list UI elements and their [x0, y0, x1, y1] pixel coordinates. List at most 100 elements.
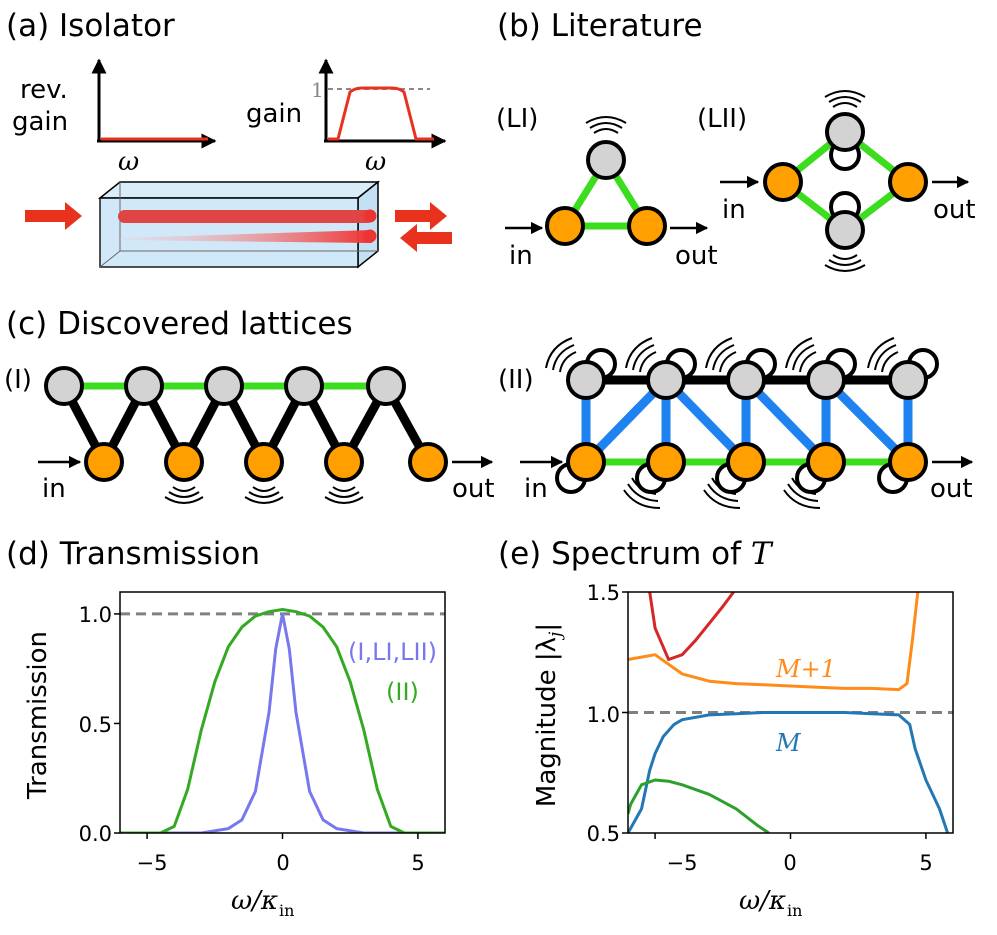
series-line-1	[120, 608, 445, 833]
chart-d-xlabel: ω/κ	[231, 886, 278, 916]
reverse-beam	[120, 230, 372, 243]
y-tick-label: 0.5	[79, 713, 112, 737]
series-line-3	[628, 778, 770, 833]
grey-node	[284, 366, 324, 406]
isolator-box	[97, 180, 381, 269]
orange-node	[324, 442, 364, 482]
chart-d-ylabel: Transmission	[23, 631, 53, 800]
chart-e-xlabel-sub: in	[787, 901, 802, 920]
orange-node	[84, 442, 124, 482]
dissipation-icon	[585, 116, 627, 134]
grey-node	[825, 210, 865, 250]
legend-II: (II)	[386, 678, 419, 706]
panel-b-title: (b) Literature	[497, 8, 703, 44]
chart-e-xlabel: ω/κ	[739, 886, 786, 916]
label-I: (I)	[4, 365, 32, 395]
label-II: (II)	[498, 365, 534, 395]
panel-c: (c) Discovered lattices (I) (II) in	[4, 306, 974, 509]
orange-node	[646, 442, 686, 482]
output-arrow	[395, 202, 447, 230]
chart-e-frame	[627, 591, 954, 834]
gain-label: gain	[246, 99, 302, 129]
label-M-plus-1: M+1	[775, 655, 836, 683]
orange-node	[888, 162, 928, 202]
lattice-I: in out	[38, 366, 495, 504]
rev-gain-label-2: gain	[12, 107, 68, 137]
orange-node	[545, 206, 585, 246]
rev-gain-label-1: rev.	[20, 75, 68, 105]
y-tick-label: 1.0	[79, 603, 112, 627]
grey-node	[366, 366, 406, 406]
chart-e-xticks: −5 0 5	[667, 851, 933, 875]
orange-node	[627, 206, 667, 246]
panel-d-title: (d) Transmission	[6, 536, 260, 572]
grey-node	[566, 360, 606, 400]
panel-a-title: (a) Isolator	[6, 8, 175, 44]
y-tick-label: 0.5	[587, 822, 620, 846]
gain-one-label: 1	[311, 78, 324, 102]
grey-node	[646, 360, 686, 400]
grey-node	[726, 360, 766, 400]
I-out: out	[452, 474, 495, 504]
label-LII: (LII)	[697, 104, 747, 134]
dissipation-icon	[824, 90, 866, 272]
I-in: in	[42, 474, 66, 504]
x-tick-label: −5	[137, 851, 168, 875]
reverse-arrow	[400, 224, 452, 252]
orange-node	[164, 442, 204, 482]
chart-d-xlabel-sub: in	[279, 901, 294, 920]
LII-in: in	[722, 195, 746, 225]
chart-d-frame	[119, 591, 446, 834]
grey-node	[204, 366, 244, 406]
lattice-II: in out	[520, 337, 974, 509]
orange-node	[806, 442, 846, 482]
x-tick-label: 5	[919, 851, 932, 875]
orange-node	[726, 442, 766, 482]
forward-beam	[118, 210, 374, 223]
grey-node	[124, 366, 164, 406]
rev-gain-omega: ω	[118, 147, 139, 177]
lattice-LII: in out	[720, 90, 976, 272]
y-tick-label: 1.0	[587, 703, 620, 727]
series-line-2	[648, 592, 735, 661]
grey-node	[44, 366, 84, 406]
chart-e-yticks: 0.5 1.0 1.5	[587, 581, 620, 846]
chart-d-yticks: 0.0 0.5 1.0	[79, 603, 112, 846]
y-tick-label: 1.5	[587, 581, 620, 605]
spectrum-chart	[622, 591, 953, 839]
grey-node	[586, 140, 626, 180]
panel-e-title: (e) Spectrum of T	[498, 536, 774, 572]
panel-e: (e) Spectrum of T −5 0 5 0.5 1.0 1.5 Mag…	[498, 536, 954, 920]
transmission-chart	[114, 608, 445, 839]
x-tick-label: 0	[783, 851, 796, 875]
LI-out: out	[675, 241, 718, 271]
grey-node	[825, 112, 865, 152]
LII-out: out	[933, 195, 976, 225]
orange-node	[566, 442, 606, 482]
label-LI: (LI)	[496, 104, 538, 134]
label-M: M	[775, 729, 802, 757]
series-line-0	[120, 612, 445, 833]
x-tick-label: 0	[276, 851, 289, 875]
orange-node	[888, 442, 928, 482]
II-out: out	[930, 474, 973, 504]
y-tick-label: 0.0	[79, 822, 112, 846]
panel-c-title: (c) Discovered lattices	[6, 306, 353, 342]
orange-node	[408, 442, 448, 482]
dissipation-icons	[545, 337, 899, 509]
gain-omega: ω	[365, 147, 386, 177]
panel-b: (b) Literature (LI) (LII) in out	[496, 8, 976, 272]
x-tick-label: 5	[411, 851, 424, 875]
grey-node	[806, 360, 846, 400]
series-line-1	[628, 711, 950, 833]
legend-I-LI-LII: (I,LI,LII)	[348, 638, 437, 666]
panel-a: (a) Isolator rev. gain ω gain 1 ω	[6, 8, 452, 269]
orange-node	[763, 162, 803, 202]
chart-e-ylabel: Magnitude |λj|	[532, 623, 566, 807]
lattice-LI: in out	[505, 116, 718, 271]
chart-d-xticks: −5 0 5	[137, 851, 425, 875]
II-in: in	[524, 474, 548, 504]
series-line-0	[628, 592, 920, 692]
dissipation-icons	[164, 486, 364, 504]
